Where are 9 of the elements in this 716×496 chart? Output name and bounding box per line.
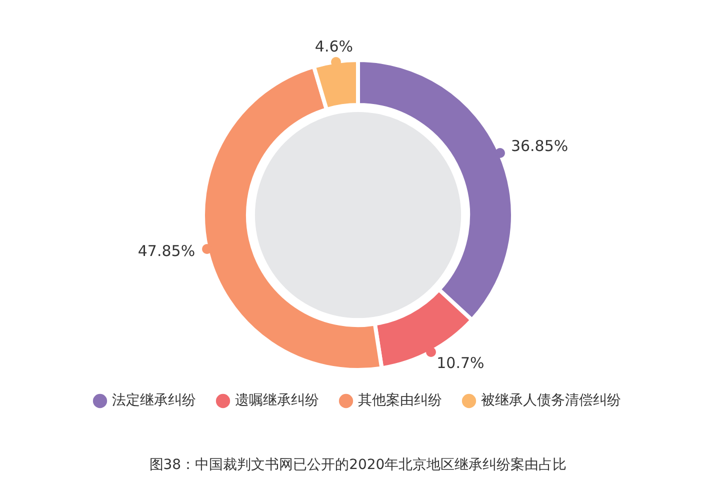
legend-label: 遗嘱继承纠纷 bbox=[235, 392, 319, 409]
legend-label: 其他案由纠纷 bbox=[358, 392, 442, 409]
text: 图38：中国裁判文书网已公开的2020年北京地区继承纠纷案由占比 bbox=[148, 456, 568, 474]
data-label: 10.7% bbox=[436, 354, 484, 372]
legend-label: 法定继承纠纷 bbox=[112, 392, 196, 409]
data-label: 47.85% bbox=[138, 242, 196, 260]
data-label: 36.85% bbox=[510, 137, 568, 156]
legend-label: 被继承人债务清偿纠纷 bbox=[481, 392, 621, 409]
data-label: 4.6% bbox=[314, 38, 354, 56]
